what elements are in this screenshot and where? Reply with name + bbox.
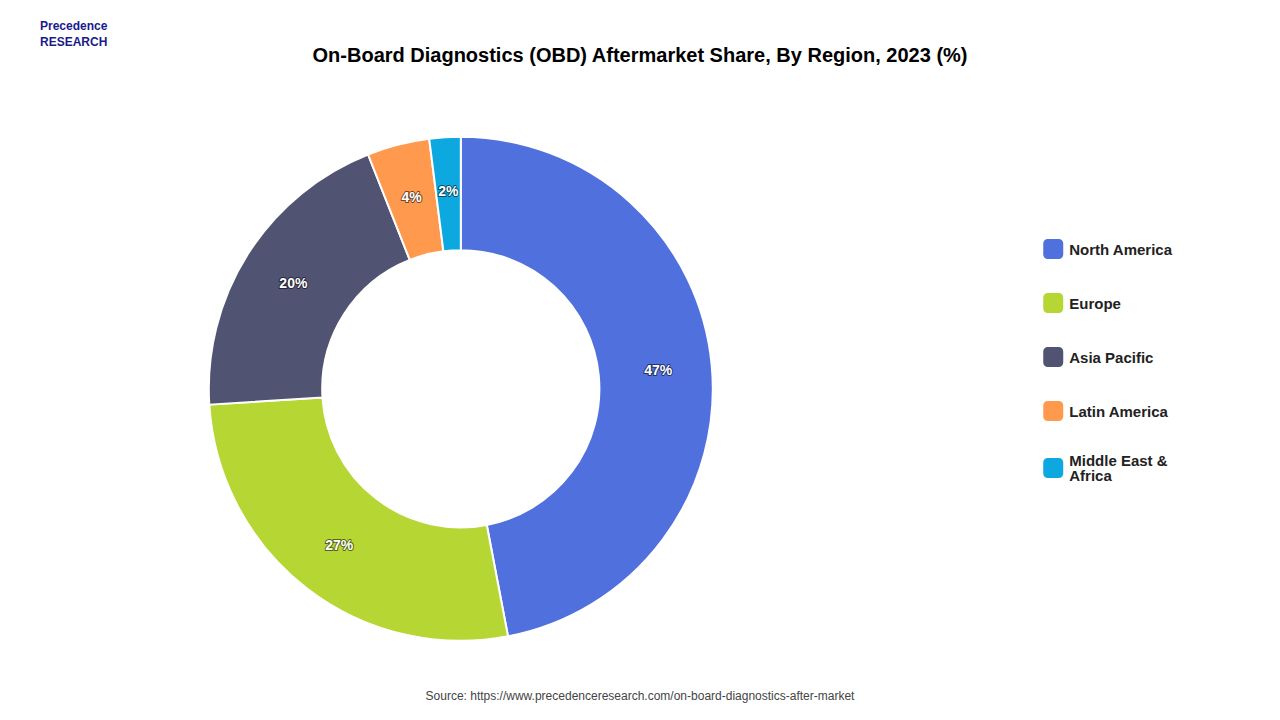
- svg-text:47%: 47%: [644, 362, 673, 378]
- svg-text:2%: 2%: [438, 183, 459, 199]
- svg-text:On-Board Diagnostics (OBD) Aft: On-Board Diagnostics (OBD) Aftermarket S…: [313, 44, 968, 66]
- svg-text:North America: North America: [1069, 241, 1172, 258]
- svg-text:20%: 20%: [279, 275, 308, 291]
- svg-text:4%: 4%: [401, 189, 422, 205]
- svg-text:Asia Pacific: Asia Pacific: [1069, 349, 1153, 366]
- svg-text:RESEARCH: RESEARCH: [40, 35, 107, 49]
- svg-text:27%: 27%: [325, 537, 354, 553]
- svg-text:Precedence: Precedence: [40, 19, 108, 33]
- svg-text:Europe: Europe: [1069, 295, 1121, 312]
- svg-text:Latin America: Latin America: [1069, 403, 1168, 420]
- svg-text:Source: https://www.precedence: Source: https://www.precedenceresearch.c…: [426, 689, 856, 703]
- svg-text:Africa: Africa: [1069, 467, 1112, 484]
- svg-text:Middle East &: Middle East &: [1069, 452, 1168, 469]
